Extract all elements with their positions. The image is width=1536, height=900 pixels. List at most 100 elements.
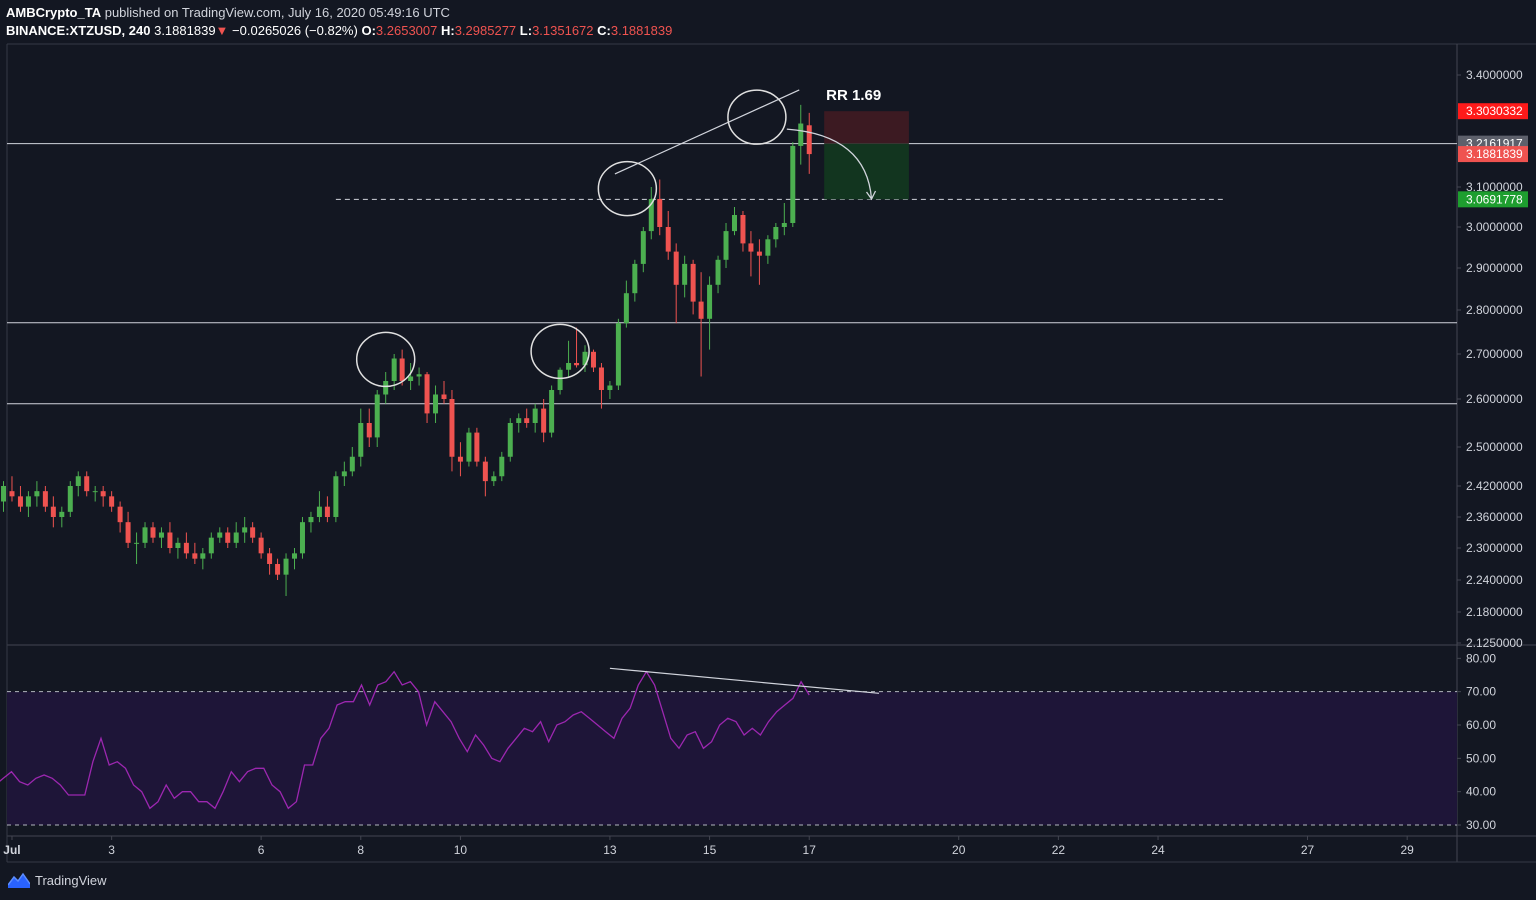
time-tick-label: 15 [703, 843, 717, 857]
candle-body [648, 199, 654, 232]
candle-body [217, 532, 223, 538]
candle-body [275, 564, 281, 575]
price-tick-label: 3.4000000 [1466, 68, 1523, 82]
candle-body [590, 351, 596, 368]
high-label: H: [440, 23, 455, 38]
candle-body [233, 532, 239, 543]
candle-body [541, 408, 547, 433]
candle-body [524, 418, 530, 423]
candle-body [731, 215, 737, 232]
candle-body [100, 491, 106, 497]
candle-body [250, 527, 256, 538]
time-tick-label: 10 [454, 843, 468, 857]
time-tick-label: 8 [357, 843, 364, 857]
candle-body [358, 423, 364, 457]
candle-body [391, 358, 397, 381]
candle-body [582, 351, 588, 366]
rsi-tick-label: 70.00 [1466, 685, 1496, 699]
author-name[interactable]: AMBCrypto_TA [6, 5, 102, 20]
candle-body [499, 456, 505, 477]
candle-body [399, 358, 405, 381]
highlight-circle [355, 331, 416, 388]
take-profit-zone [824, 143, 909, 200]
published-text: published on TradingView.com, July 16, 2… [104, 5, 450, 20]
candle-body [366, 423, 372, 438]
candle-body [183, 542, 189, 554]
candle-body [383, 381, 389, 395]
candle-body [34, 491, 40, 497]
low-value: 3.1351672 [532, 23, 594, 38]
open-value: 3.2653007 [375, 23, 438, 38]
time-tick-label: 17 [803, 843, 817, 857]
candle-body [267, 553, 273, 564]
candle-body [192, 553, 198, 559]
candle-body [283, 558, 289, 575]
time-tick-label: Jul [3, 843, 20, 857]
candle-body [756, 251, 762, 256]
candle-body [574, 363, 580, 366]
candle-body [598, 367, 604, 390]
price-label-tag [1458, 146, 1528, 163]
candle-body [765, 239, 771, 256]
candle-body [292, 553, 298, 559]
candle-body [333, 476, 339, 517]
candle-body [84, 476, 90, 492]
price-tick-label: 2.1800000 [1466, 605, 1523, 619]
candle-body [715, 259, 721, 285]
candle-body [258, 537, 264, 554]
candle-body [615, 323, 621, 386]
candle-body [698, 301, 704, 319]
candle-body [158, 532, 164, 538]
candle-body [806, 125, 812, 155]
rsi-tick-label: 80.00 [1466, 651, 1496, 665]
candle-body [640, 231, 646, 264]
candle-body [42, 491, 48, 507]
candle-body [632, 263, 638, 294]
candle-body [457, 456, 463, 462]
price-label-text: 3.1881839 [1466, 147, 1523, 161]
risk-reward-label: RR 1.69 [826, 87, 881, 104]
candle-body [92, 491, 98, 493]
candle-body [740, 215, 746, 244]
close-value: 3.1881839 [610, 23, 673, 38]
candle-body [482, 461, 488, 482]
symbol-label[interactable]: BINANCE:XTZUSD, 240 [6, 23, 151, 38]
footer-brand[interactable]: TradingView [8, 872, 107, 888]
price-label-text: 3.3030332 [1466, 104, 1523, 118]
time-tick-label: 6 [258, 843, 265, 857]
candle-body [25, 496, 31, 507]
candle-body [299, 522, 305, 554]
candle-body [665, 227, 671, 252]
candle-body [773, 227, 779, 240]
candle-body [433, 394, 439, 414]
candle-body [449, 399, 455, 457]
candle-body [748, 243, 754, 252]
price-tick-label: 2.6000000 [1466, 392, 1523, 406]
candle-body [374, 394, 380, 438]
highlight-circle [530, 323, 590, 380]
candle-body [242, 527, 248, 533]
price-tick-label: 2.3000000 [1466, 541, 1523, 555]
chart-header: AMBCrypto_TA published on TradingView.co… [6, 4, 672, 40]
candle-body [341, 471, 347, 477]
price-tick-label: 2.7000000 [1466, 347, 1523, 361]
candle-body [441, 394, 447, 399]
price-tick-label: 2.3600000 [1466, 510, 1523, 524]
candle-body [516, 418, 522, 423]
candle-body [308, 517, 314, 523]
candle-body [1, 486, 7, 502]
candle-body [781, 223, 787, 227]
candle-body [474, 432, 480, 462]
candle-body [790, 145, 796, 223]
open-label: O: [361, 23, 376, 38]
price-trendline [614, 89, 800, 175]
candle-body [150, 527, 156, 538]
candle-body [657, 199, 663, 227]
price-tick-label: 2.4200000 [1466, 479, 1523, 493]
time-tick-label: 24 [1151, 843, 1165, 857]
candle-body [682, 263, 688, 285]
publish-line: AMBCrypto_TA published on TradingView.co… [6, 4, 672, 22]
rsi-tick-label: 60.00 [1466, 718, 1496, 732]
candle-body [109, 496, 115, 507]
